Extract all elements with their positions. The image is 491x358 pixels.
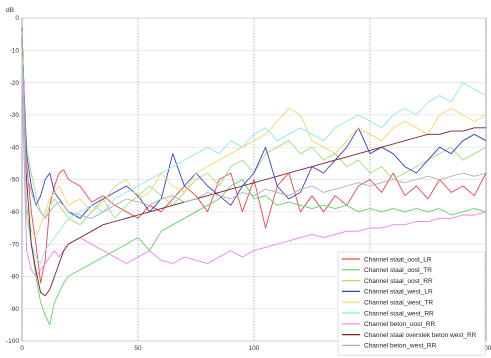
legend-label: Channel staal_west_RR — [364, 310, 434, 317]
legend-label: Channel staal_west_TR — [364, 300, 433, 307]
series-lines — [21, 27, 487, 326]
y-tick-label: -50 — [10, 177, 20, 184]
legend-label: Channel staal overstek beton west_RR — [364, 332, 477, 339]
series-line-7 — [21, 82, 487, 277]
x-tick-label: 50 — [134, 345, 142, 352]
y-tick-label: -70 — [10, 241, 20, 248]
legend: Channel staal_oost_LR Channel staal_oost_… — [337, 251, 486, 356]
x-tick-label: 200 — [481, 345, 491, 352]
y-tick-label: 0 — [15, 15, 19, 22]
grid-lines — [21, 17, 487, 342]
legend-label: Channel staal_oost_RR — [364, 278, 433, 285]
y-unit-label: dB — [6, 7, 14, 14]
axes: 0-10-20-30-40-50-60-70-80-90-10005010015… — [6, 15, 491, 352]
legend-label: Channel beton_west_RR — [364, 343, 437, 350]
series-line-2 — [21, 43, 487, 326]
series-line-6 — [21, 66, 487, 264]
series-line-9 — [21, 30, 487, 219]
y-tick-label: -30 — [10, 112, 20, 119]
y-tick-label: -10 — [10, 48, 20, 55]
series-line-5 — [21, 56, 487, 239]
legend-box — [337, 251, 486, 356]
y-tick-label: -80 — [10, 274, 20, 281]
x-tick-label: 100 — [249, 345, 260, 352]
x-tick-label: 0 — [20, 345, 24, 352]
y-tick-label: -60 — [10, 209, 20, 216]
y-tick-label: -40 — [10, 144, 20, 151]
y-tick-label: -100 — [6, 338, 19, 345]
series-line-8 — [21, 27, 486, 297]
legend-label: Channel staal_oost_LR — [364, 256, 432, 263]
y-tick-label: -20 — [10, 80, 20, 87]
legend-label: Channel beton_oost_RR — [364, 321, 435, 328]
y-tick-label: -90 — [10, 306, 20, 313]
legend-label: Channel staal_west_LR — [364, 289, 433, 296]
legend-label: Channel staal_oost_TR — [364, 267, 432, 274]
